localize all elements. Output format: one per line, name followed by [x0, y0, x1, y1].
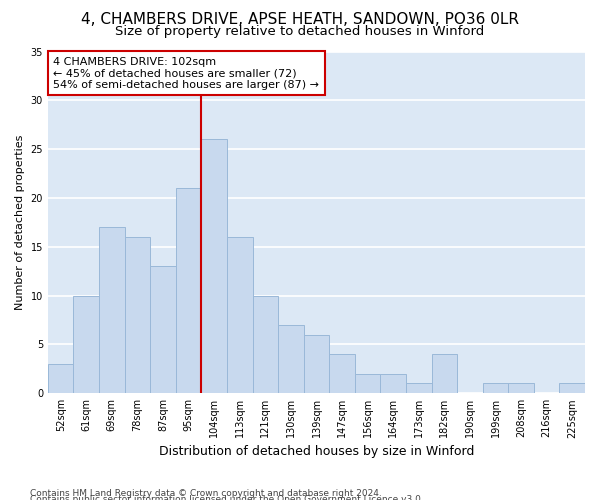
Text: Contains public sector information licensed under the Open Government Licence v3: Contains public sector information licen… — [30, 495, 424, 500]
Bar — [380, 374, 406, 393]
Bar — [482, 384, 508, 393]
Bar — [150, 266, 176, 393]
Y-axis label: Number of detached properties: Number of detached properties — [15, 134, 25, 310]
Bar — [125, 237, 150, 393]
Bar — [202, 140, 227, 393]
Bar — [253, 296, 278, 393]
Text: 4 CHAMBERS DRIVE: 102sqm
← 45% of detached houses are smaller (72)
54% of semi-d: 4 CHAMBERS DRIVE: 102sqm ← 45% of detach… — [53, 56, 319, 90]
Bar — [431, 354, 457, 393]
Bar — [278, 325, 304, 393]
Bar — [355, 374, 380, 393]
Bar — [227, 237, 253, 393]
Bar — [329, 354, 355, 393]
Bar — [48, 364, 73, 393]
Text: Size of property relative to detached houses in Winford: Size of property relative to detached ho… — [115, 25, 485, 38]
Bar — [304, 334, 329, 393]
Bar — [406, 384, 431, 393]
Text: 4, CHAMBERS DRIVE, APSE HEATH, SANDOWN, PO36 0LR: 4, CHAMBERS DRIVE, APSE HEATH, SANDOWN, … — [81, 12, 519, 28]
Bar — [508, 384, 534, 393]
Text: Contains HM Land Registry data © Crown copyright and database right 2024.: Contains HM Land Registry data © Crown c… — [30, 489, 382, 498]
X-axis label: Distribution of detached houses by size in Winford: Distribution of detached houses by size … — [159, 444, 474, 458]
Bar — [99, 227, 125, 393]
Bar — [73, 296, 99, 393]
Bar — [559, 384, 585, 393]
Bar — [176, 188, 202, 393]
